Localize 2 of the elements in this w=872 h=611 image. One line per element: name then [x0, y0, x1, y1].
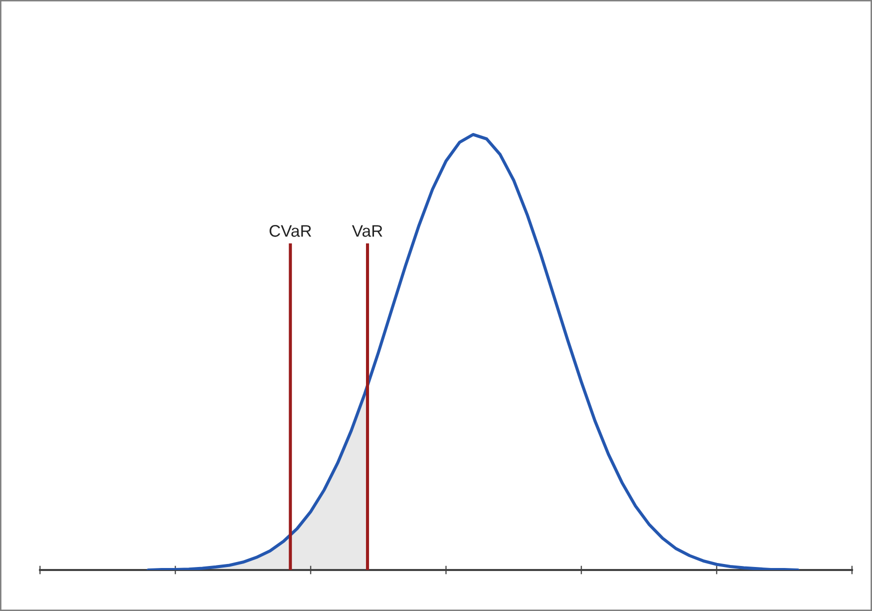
annotation: VaR	[352, 225, 382, 237]
annotation: CVaR	[270, 225, 312, 237]
